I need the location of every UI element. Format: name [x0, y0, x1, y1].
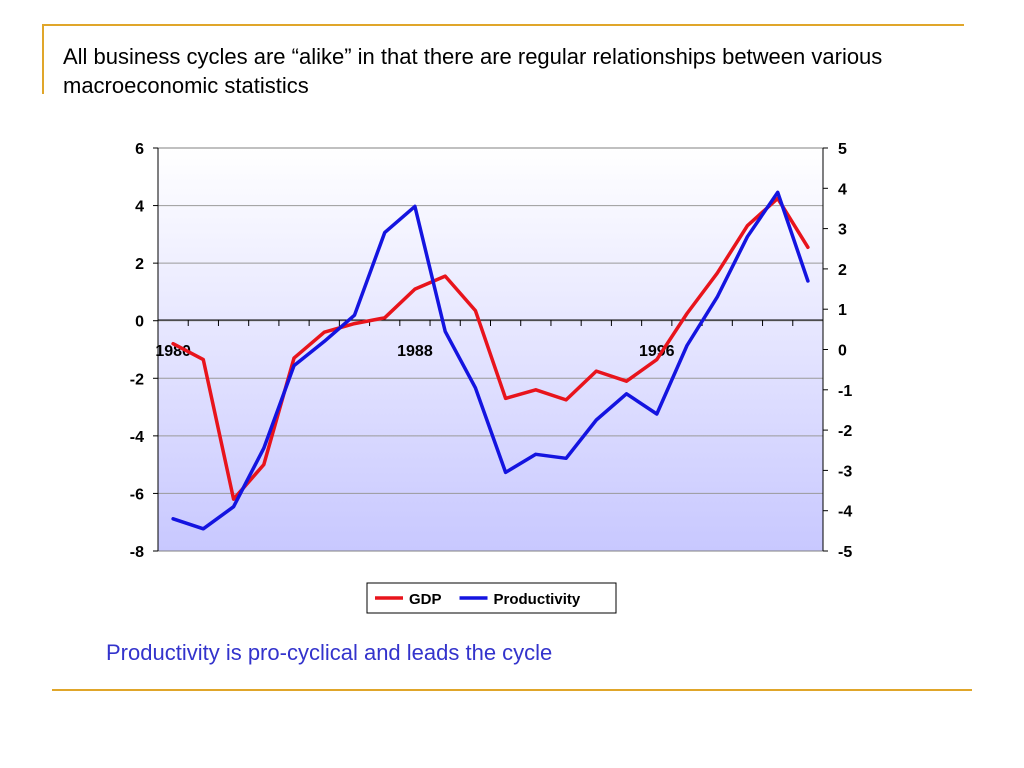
right-tick-label: 4: [838, 181, 847, 198]
legend-label: GDP: [409, 591, 442, 608]
series-line-productivity: [171, 190, 810, 531]
right-tick-label: -4: [838, 504, 852, 521]
slide-caption: Productivity is pro-cyclical and leads t…: [106, 640, 553, 665]
right-tick-label: -5: [838, 544, 852, 561]
left-tick-label: 4: [135, 199, 144, 216]
legend: GDP Productivity: [366, 582, 617, 614]
x-tick-label: 1988: [397, 343, 433, 360]
right-tick-label: 1: [838, 302, 847, 319]
top-accent-rule: [42, 24, 964, 26]
left-tick-label: 0: [135, 314, 144, 331]
left-tick-label: -6: [130, 486, 144, 503]
right-tick-label: -3: [838, 463, 852, 480]
left-tick-label: -2: [130, 371, 144, 388]
legend-label: Productivity: [494, 591, 581, 608]
bottom-accent-rule: [52, 689, 972, 691]
left-tick-label: -4: [130, 429, 144, 446]
slide-title: All business cycles are “alike” in that …: [63, 44, 883, 98]
right-tick-label: 2: [838, 262, 847, 279]
left-tick-label: -8: [130, 544, 144, 561]
right-tick-label: 0: [838, 343, 847, 360]
series: [171, 190, 810, 531]
right-tick-label: -2: [838, 423, 852, 440]
left-accent-rule: [42, 24, 44, 94]
left-tick-label: 6: [135, 141, 144, 158]
right-tick-label: 3: [838, 222, 847, 239]
right-tick-label: 5: [838, 141, 847, 158]
left-tick-label: 2: [135, 256, 144, 273]
right-tick-label: -1: [838, 383, 852, 400]
legend-box: [366, 582, 617, 614]
